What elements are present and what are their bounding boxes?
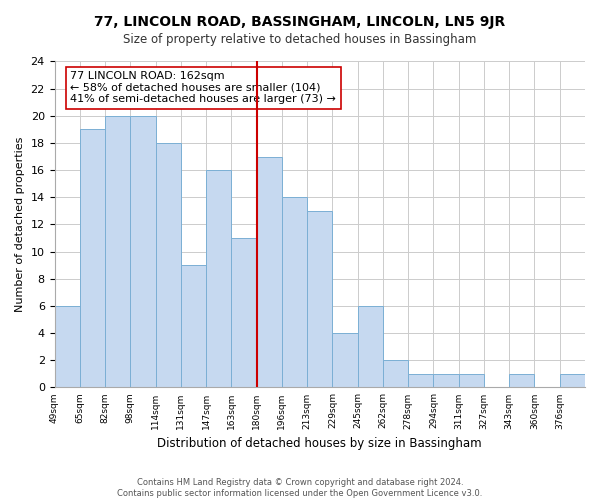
Bar xyxy=(307,211,332,388)
Bar xyxy=(257,156,282,388)
Bar xyxy=(408,374,433,388)
X-axis label: Distribution of detached houses by size in Bassingham: Distribution of detached houses by size … xyxy=(157,437,482,450)
Bar xyxy=(206,170,232,388)
Bar xyxy=(358,306,383,388)
Bar xyxy=(560,374,585,388)
Text: Contains HM Land Registry data © Crown copyright and database right 2024.
Contai: Contains HM Land Registry data © Crown c… xyxy=(118,478,482,498)
Bar xyxy=(332,333,358,388)
Bar xyxy=(181,265,206,388)
Bar xyxy=(433,374,458,388)
Text: Size of property relative to detached houses in Bassingham: Size of property relative to detached ho… xyxy=(124,32,476,46)
Bar xyxy=(282,198,307,388)
Bar xyxy=(55,306,80,388)
Bar xyxy=(232,238,257,388)
Text: 77 LINCOLN ROAD: 162sqm
← 58% of detached houses are smaller (104)
41% of semi-d: 77 LINCOLN ROAD: 162sqm ← 58% of detache… xyxy=(70,72,337,104)
Bar xyxy=(509,374,535,388)
Bar xyxy=(155,143,181,388)
Bar xyxy=(105,116,130,388)
Y-axis label: Number of detached properties: Number of detached properties xyxy=(15,137,25,312)
Bar xyxy=(80,130,105,388)
Bar xyxy=(458,374,484,388)
Text: 77, LINCOLN ROAD, BASSINGHAM, LINCOLN, LN5 9JR: 77, LINCOLN ROAD, BASSINGHAM, LINCOLN, L… xyxy=(94,15,506,29)
Bar xyxy=(383,360,408,388)
Bar xyxy=(130,116,155,388)
